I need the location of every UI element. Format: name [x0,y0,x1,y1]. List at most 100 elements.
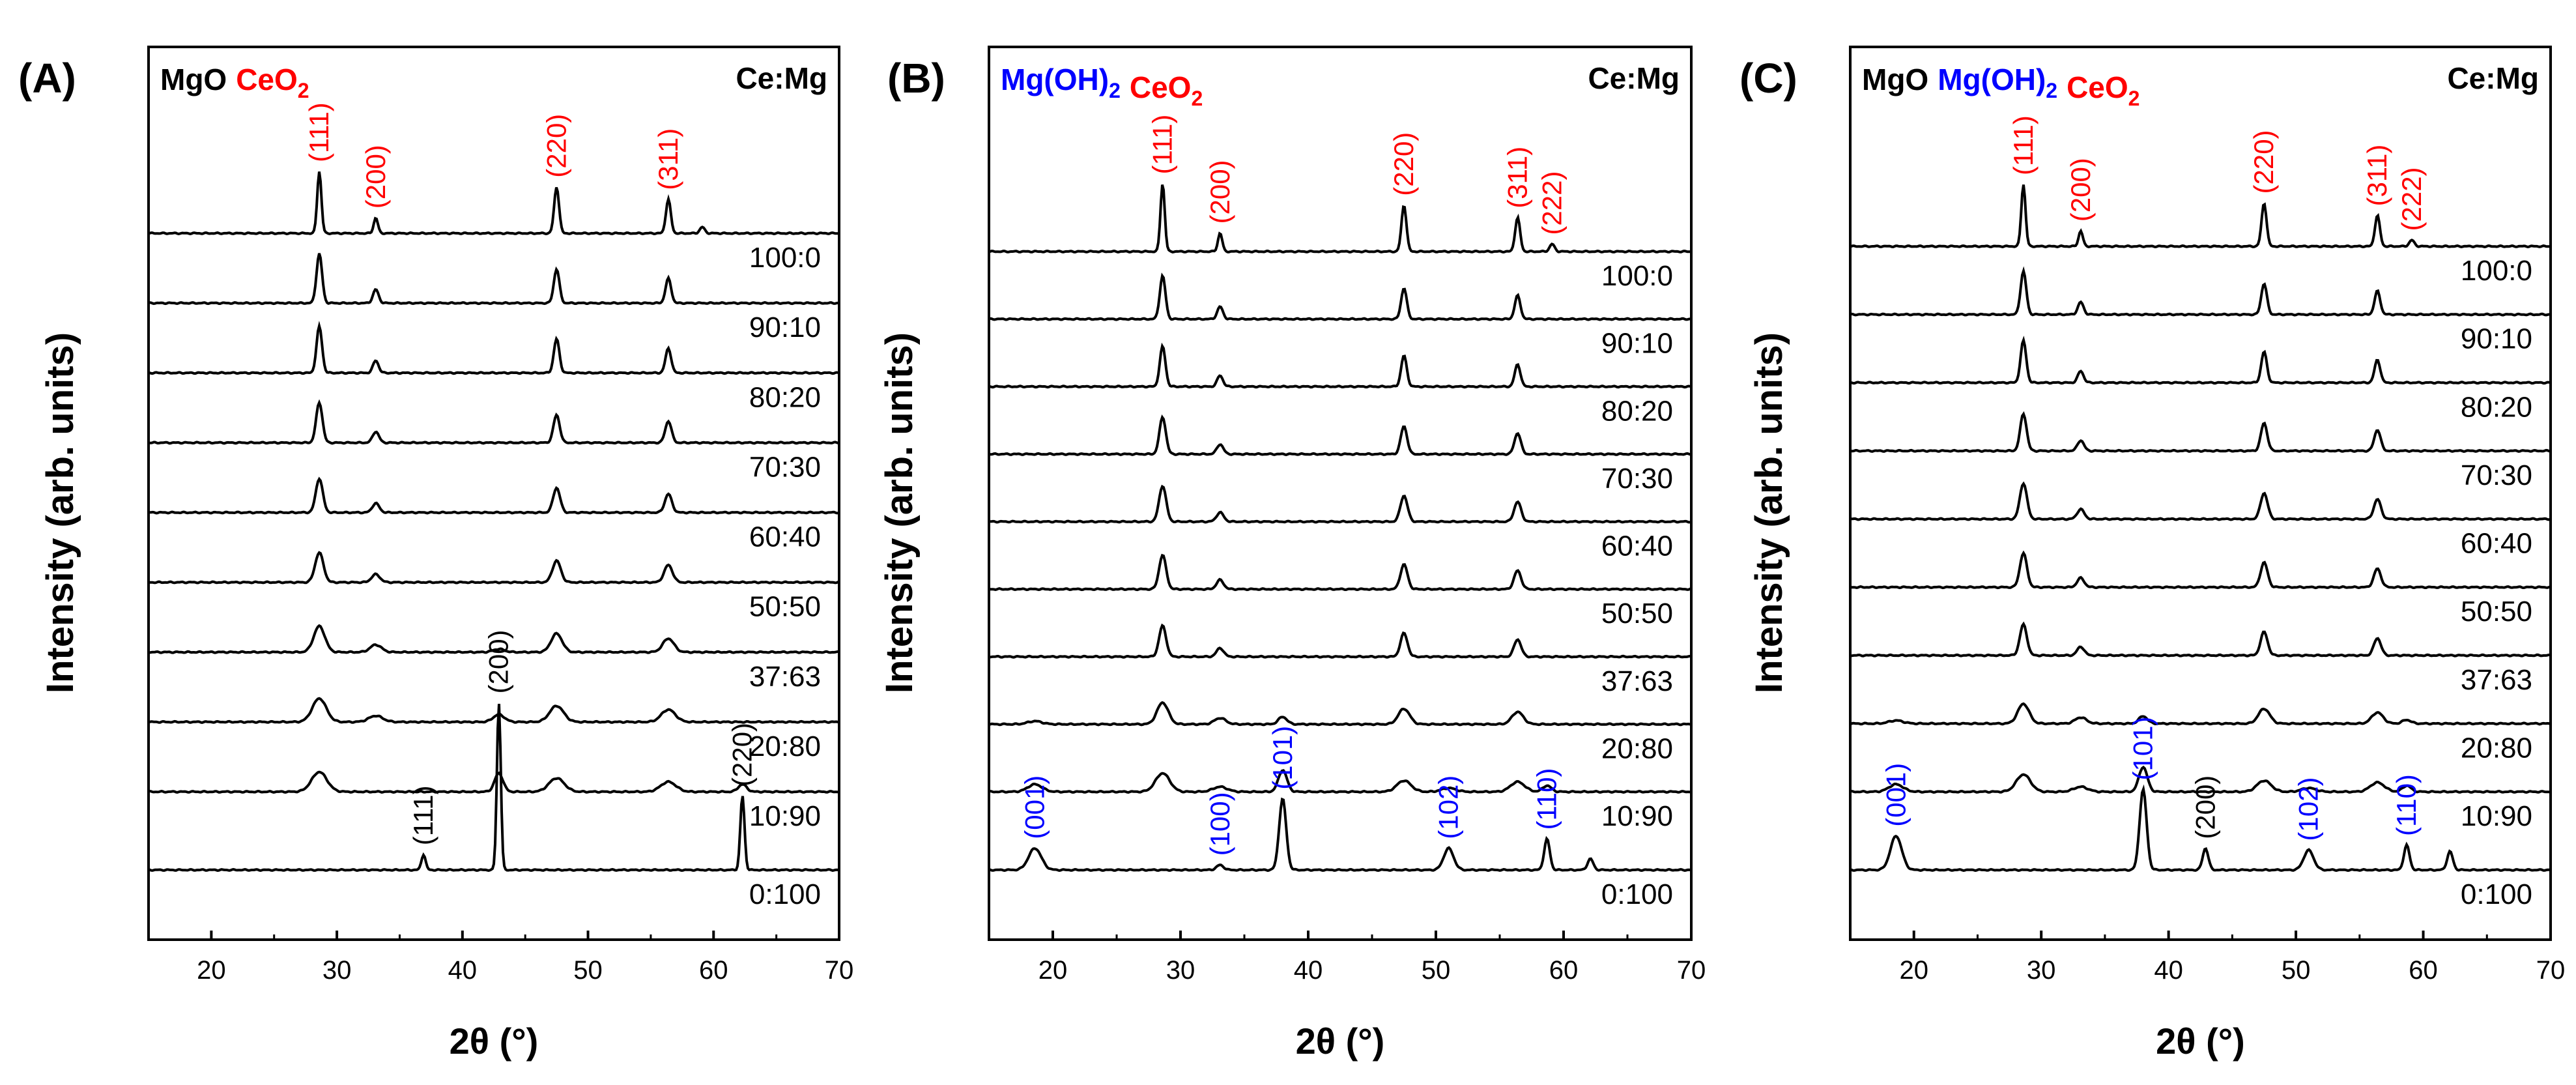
phase-subscript: 2 [2046,79,2057,102]
series-label: 90:10 [1601,328,1673,360]
pattern-37-63 [148,624,840,654]
x-tick-label: 70 [1677,956,1706,985]
ratio-header: Ce:Mg [2447,61,2539,95]
pattern-100-0 [1850,184,2551,249]
x-tick-label: 30 [1166,956,1195,985]
series-label: 37:63 [1601,665,1673,697]
pattern-20-80 [1850,702,2551,726]
series-label: 80:20 [749,381,821,413]
series-label: 0:100 [2461,878,2532,910]
peak-annotation: (111) [2008,115,2039,175]
x-axis-label: 2θ (°) [1296,1020,1385,1062]
pattern-90-10 [1850,266,2550,317]
series-label: 100:0 [2461,255,2532,287]
pattern-50-50 [988,553,1692,592]
series-label: 90:10 [2461,323,2532,355]
pattern-20-80 [988,701,1692,727]
x-tick-label: 40 [2154,956,2183,985]
series-label: 80:20 [1601,395,1673,427]
phase-subscript: 2 [1109,79,1121,102]
x-tick-label: 20 [1038,956,1068,985]
panel-label: (C) [1739,55,1797,102]
pattern-50-50 [1850,550,2551,590]
series-label: 70:30 [2461,459,2532,491]
series-label: 37:63 [749,661,821,693]
series-label: 50:50 [749,591,821,623]
peak-annotation: (110) [1532,768,1562,830]
x-tick-label: 70 [825,956,854,985]
x-tick-label: 60 [699,956,728,985]
peak-annotation: (311) [1502,147,1532,209]
phase-legend: Mg(OH)2 CeO2 [1001,63,1203,110]
pattern-0-100 [1850,784,2550,873]
x-tick-label: 20 [197,956,226,985]
series-label: 37:63 [2461,664,2532,696]
x-axis-label: 2θ (°) [2156,1020,2245,1062]
phase-legend: MgO Mg(OH)2 CeO2 [1862,63,2140,110]
pattern-60-40 [989,484,1692,524]
panel-label: (A) [18,55,76,102]
peak-annotation: (200) [2065,158,2096,222]
x-tick-label: 30 [322,956,352,985]
pattern-80-20 [1850,336,2551,385]
pattern-0-100 [148,703,840,873]
pattern-60-40 [149,476,840,515]
pattern-10-90 [148,770,839,794]
x-tick-label: 40 [1294,956,1323,985]
phase-name: MgO [1862,63,1928,96]
peak-annotation: (222) [1536,171,1567,235]
peak-annotation: (311) [653,128,683,190]
pattern-20-80 [148,697,840,724]
peak-annotation: (102) [1433,775,1464,839]
y-axis-label: Intensity (arb. units) [878,332,921,693]
ratio-header: Ce:Mg [736,61,827,95]
panel-a: 20 30 40 50 60 70 2θ (°) Intensity (arb. units)… [18,46,854,1062]
pattern-0-100 [988,797,1692,873]
phase-subscript: 2 [2128,87,2140,110]
plot-frame [988,46,1693,941]
pattern-37-63 [1850,621,2550,658]
peak-annotation: (222) [2396,167,2427,231]
x-tick-label: 50 [2282,956,2311,985]
series-label: 10:90 [2461,800,2532,832]
pattern-80-20 [988,342,1692,389]
peak-annotation: (220) [2248,130,2279,194]
peak-annotation: (200) [2190,775,2220,839]
pattern-10-90 [988,769,1691,794]
x-tick-label: 20 [1899,956,1928,985]
x-tick-label: 40 [448,956,478,985]
pattern-60-40 [1850,481,2551,521]
series-label: 0:100 [749,878,821,910]
peak-annotation: (101) [1267,726,1298,790]
x-tick-label: 30 [2027,956,2056,985]
phase-name: MgO [160,63,227,96]
peak-annotation: (001) [1880,763,1911,827]
pattern-90-10 [148,253,840,306]
peak-annotation: (200) [483,629,514,693]
phase-name: Mg(OH) [1938,63,2046,96]
series-label: 20:80 [749,731,821,762]
x-tick-label: 50 [1422,956,1451,985]
pattern-90-10 [988,272,1692,321]
x-tick-label: 60 [1549,956,1579,985]
series-label: 60:40 [749,521,821,553]
x-axis-label: 2θ (°) [450,1020,539,1062]
peak-annotation: (111) [408,785,438,845]
plot-frame [1849,46,2552,941]
peak-annotation: (200) [360,145,391,209]
peak-annotation: (111) [1147,115,1178,175]
series-label: 20:80 [1601,732,1673,764]
series-label: 90:10 [749,311,821,343]
pattern-70-30 [148,399,840,445]
series-label: 50:50 [2461,596,2532,628]
peak-annotation: (001) [1020,775,1050,839]
ratio-header: Ce:Mg [1588,61,1680,95]
phase-subscript: 2 [298,79,309,102]
peak-annotation: (200) [1205,160,1235,224]
pattern-100-0 [148,171,840,236]
series-label: 20:80 [2461,732,2532,764]
series-label: 80:20 [2461,391,2532,423]
peak-annotation: (101) [2128,716,2158,780]
phase-name: CeO [236,63,298,96]
pattern-50-50 [148,551,840,585]
